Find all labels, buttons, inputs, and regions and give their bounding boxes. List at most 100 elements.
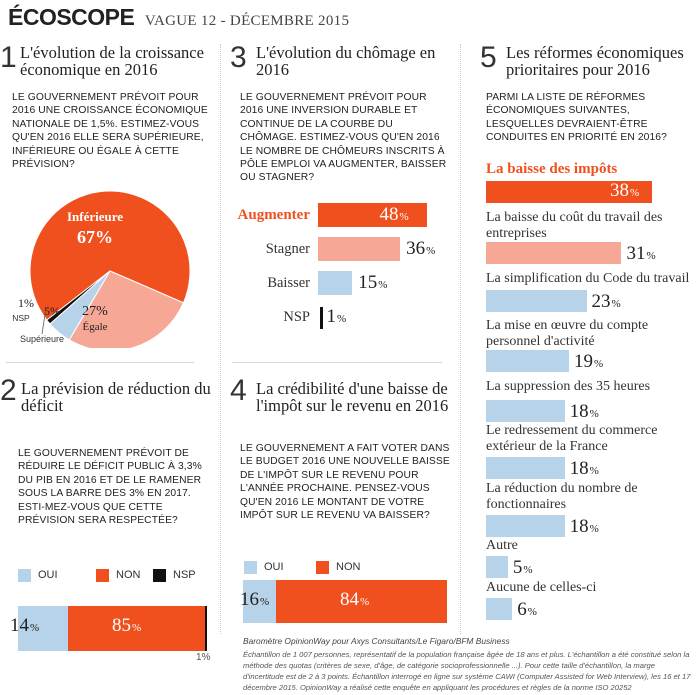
value-augmenter-unit: % — [399, 211, 409, 223]
reform-value-4-unit: % — [594, 358, 604, 370]
reform-value-1-unit: % — [630, 187, 640, 199]
tax-value-non-unit: % — [360, 596, 370, 608]
bar-label-stagner: Stagner — [265, 241, 310, 257]
section-1-title: L'évolution de la croissance économique … — [20, 43, 204, 79]
column-divider-2 — [460, 44, 461, 634]
section-2-question: LE GOUVERNEMENT PRÉVOIT DE RÉDUIRE LE DÉ… — [18, 448, 202, 527]
reform-bar-8 — [486, 556, 508, 578]
deficit-value-oui-unit: % — [30, 622, 40, 634]
reform-label-2: La baisse du coût du travail des entrepr… — [486, 210, 663, 241]
section-5-title: Les réformes économiques prioritaires po… — [506, 43, 684, 79]
reform-bar-6 — [486, 457, 565, 479]
value-nsp: 1% — [327, 306, 347, 328]
bar-augmenter — [318, 203, 428, 227]
reform-bar-3 — [486, 290, 587, 312]
value-augmenter: 48% — [379, 204, 408, 226]
legend-swatch-nsp — [153, 569, 166, 582]
reform-value-5-unit: % — [589, 408, 599, 420]
column-divider-1 — [220, 44, 221, 634]
reform-value-6: 18% — [570, 458, 599, 480]
reform-value-9: 6% — [517, 599, 537, 621]
reform-value-9-unit: % — [527, 606, 537, 618]
reform-label-9: Aucune de celles-ci — [486, 580, 597, 595]
bar-segment-oui — [18, 606, 68, 651]
section-5-question: PARMI LA LISTE DE RÉFORMES ÉCONOMIQUES S… — [486, 92, 667, 144]
section-5-number: 5 — [480, 41, 497, 74]
tax-value-oui: 16% — [240, 589, 269, 611]
legend-label-non: NON — [116, 569, 141, 581]
pie-label-inferieure: Inférieure — [67, 209, 123, 224]
pie-value-egale: 27% — [82, 304, 108, 319]
wave-subtitle: VAGUE 12 - DÉCEMBRE 2015 — [144, 13, 350, 29]
deficit-value-nsp: 1% — [196, 652, 210, 663]
pie-value-nsp: 1% — [18, 296, 34, 310]
reform-value-7-unit: % — [589, 523, 599, 535]
reform-value-5-value: 18 — [569, 401, 589, 422]
reform-bar-5 — [486, 400, 565, 422]
value-baisser: 15% — [358, 272, 387, 294]
deficit-value-oui: 14% — [10, 615, 39, 637]
reform-value-8: 5% — [513, 557, 533, 579]
reform-label-1: La baisse des impôts — [486, 161, 618, 177]
reform-value-7-value: 18 — [569, 516, 589, 537]
pie-label-superieure: Supérieure — [20, 334, 64, 344]
section-1-question: LE GOUVERNEMENT PRÉVOIT POUR 2016 UNE CR… — [12, 92, 208, 171]
value-augmenter-value: 48 — [379, 204, 399, 225]
bar-baisser — [318, 271, 353, 295]
reform-label-6: Le redressement du commerce extérieur de… — [486, 423, 658, 454]
reform-value-1-value: 38 — [610, 180, 630, 201]
bar-stagner — [318, 237, 401, 261]
deficit-value-non-unit: % — [132, 622, 142, 634]
bar-nsp — [320, 307, 323, 329]
pie-label-nsp: NSP — [12, 313, 30, 323]
reform-value-8-value: 5 — [512, 557, 523, 578]
page-header: ÉCOSCOPE VAGUE 12 - DÉCEMBRE 2015 — [8, 4, 349, 31]
reform-value-3-value: 23 — [591, 291, 611, 312]
reform-value-2-unit: % — [646, 250, 656, 262]
section-4-title: La crédibilité d'une baisse de l'impôt s… — [256, 379, 449, 415]
reform-bar-7 — [486, 515, 565, 537]
reform-bar-2 — [486, 242, 622, 264]
reform-value-2-value: 31 — [626, 243, 646, 264]
deficit-value-nsp-unit: % — [201, 652, 211, 663]
section-4-number: 4 — [230, 374, 247, 407]
bar-label-nsp: NSP — [283, 309, 310, 325]
legend-swatch-oui — [18, 569, 31, 582]
pie-value-superieure: 5% — [44, 304, 60, 318]
tax-value-non-value: 84 — [340, 589, 359, 610]
brand-title: ÉCOSCOPE — [8, 4, 135, 30]
section-3-question: LE GOUVERNEMENT PRÉVOIT POUR 2016 UNE IN… — [240, 92, 447, 184]
tax-value-oui-value: 16 — [240, 589, 259, 610]
reform-value-4-value: 19 — [574, 351, 594, 372]
reform-bar-4 — [486, 350, 570, 372]
deficit-value-non-value: 85 — [112, 615, 131, 636]
legend-label-oui: OUI — [264, 561, 284, 573]
bar-label-baisser: Baisser — [267, 275, 310, 291]
reform-value-6-unit: % — [589, 465, 599, 477]
value-stagner: 36% — [406, 238, 435, 260]
reform-value-6-value: 18 — [569, 458, 589, 479]
value-baisser-value: 15 — [358, 272, 378, 293]
bar-segment-non — [67, 606, 206, 651]
deficit-value-non: 85% — [112, 615, 141, 637]
reform-value-9-value: 6 — [517, 599, 527, 620]
section-1-number: 1 — [0, 41, 17, 74]
bar-segment-nsp — [205, 606, 207, 651]
reform-value-5: 18% — [570, 401, 599, 423]
bar-segment-oui — [243, 580, 276, 623]
legend-label-nsp: NSP — [173, 569, 196, 581]
section-divider-mid — [232, 362, 442, 363]
pie-slice-égale — [68, 270, 185, 348]
value-stagner-unit: % — [426, 245, 436, 257]
reform-label-3: La simplification du Code du travail — [486, 271, 690, 286]
value-baisser-unit: % — [378, 279, 388, 291]
legend-swatch-non — [316, 561, 329, 574]
reform-value-7: 18% — [570, 516, 599, 538]
section-2-title: La prévision de réduction du déficit — [21, 379, 211, 415]
deficit-value-oui-value: 14 — [10, 615, 29, 636]
reform-bar-1 — [486, 181, 653, 203]
reform-bar-9 — [486, 598, 513, 620]
legend-label-non: NON — [336, 561, 361, 573]
section-4-question: LE GOUVERNEMENT A FAIT VOTER DANS LE BUD… — [240, 443, 450, 522]
legend-label-oui: OUI — [38, 569, 58, 581]
